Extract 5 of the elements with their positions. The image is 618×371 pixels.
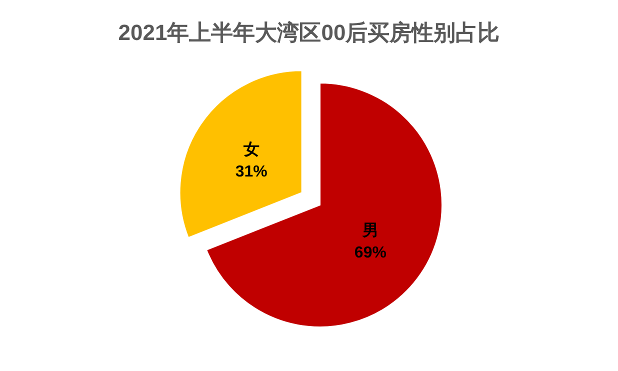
slice-label: 男 <box>361 222 378 240</box>
data-label: 31% <box>235 163 268 180</box>
slice-label: 女 <box>242 140 260 158</box>
chart-title: 2021年上半年大湾区00后买房性别占比 <box>118 20 500 45</box>
data-label: 69% <box>354 244 386 262</box>
